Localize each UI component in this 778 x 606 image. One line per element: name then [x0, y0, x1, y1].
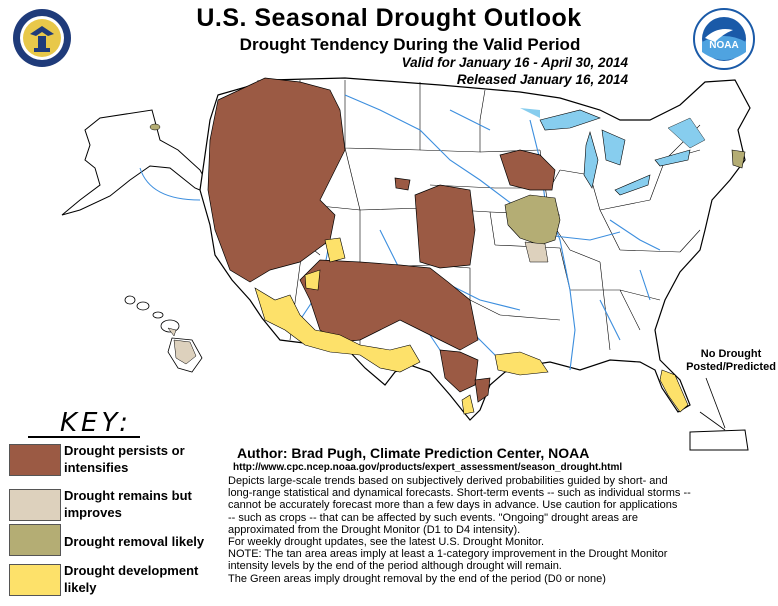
description-line: The Green areas imply drought removal by…	[228, 572, 606, 585]
description-line: cannot be accurately forecast more than …	[228, 499, 678, 512]
description-line: intensity levels by the end of the perio…	[228, 560, 562, 573]
swatch-develop	[9, 564, 61, 596]
key-item-develop: Drought development likely	[0, 562, 235, 606]
alaska-outline	[61, 109, 216, 216]
description-line: -- such as crops -- that can be affected…	[228, 511, 638, 524]
key-label-persist: Drought persists or intensifies	[64, 443, 185, 475]
mn-lakes	[520, 108, 540, 118]
swatch-persist	[9, 444, 61, 476]
valid-period: Valid for January 16 - April 30, 2014	[401, 55, 628, 70]
annotation-line-2: Posted/Predicted	[686, 361, 776, 373]
noaa-logo-icon: NOAA	[693, 8, 755, 70]
key-item-improve: Drought remains but improves	[0, 487, 235, 531]
drought-persist-areas	[207, 77, 556, 403]
description-line: NOTE: The tan area areas imply at least …	[228, 548, 668, 561]
author-line: Author: Brad Pugh, Climate Prediction Ce…	[237, 445, 590, 461]
key-label-develop: Drought development likely	[64, 563, 199, 595]
northeast-water	[667, 117, 706, 149]
key-title: KEY:	[60, 408, 132, 438]
drought-improve-area	[524, 241, 549, 263]
noaa-logo-text: NOAA	[709, 40, 738, 51]
release-date: Released January 16, 2014	[456, 72, 628, 87]
hawaii-improve-area	[173, 339, 197, 365]
description-line: For weekly drought updates, see the late…	[228, 536, 545, 549]
alaska-removal-area	[149, 123, 161, 131]
description-line: approximated from the Drought Monitor (D…	[228, 523, 521, 536]
puerto-rico-outline	[689, 429, 749, 451]
key-item-removal: Drought removal likely	[0, 524, 235, 572]
key-item-persist: Drought persists or intensifies	[0, 442, 235, 486]
swatch-improve	[9, 489, 61, 521]
map-subtitle: Drought Tendency During the Valid Period	[239, 35, 581, 54]
description-text: Depicts large-scale trends based on subj…	[228, 475, 768, 585]
annotation-line-1: No Drought	[700, 348, 762, 360]
source-url[interactable]: http://www.cpc.ncep.noaa.gov/products/ex…	[233, 462, 623, 473]
key-underline	[28, 436, 140, 438]
department-of-commerce-seal-icon	[13, 9, 71, 67]
map-title: U.S. Seasonal Drought Outlook	[196, 4, 582, 32]
drought-develop-areas	[254, 237, 689, 415]
swatch-removal	[9, 524, 61, 556]
great-lakes	[539, 109, 691, 196]
key-label-removal: Drought removal likely	[64, 534, 205, 549]
description-line: long-range statistical and dynamical for…	[228, 487, 691, 500]
no-drought-annotation: No Drought Posted/Predicted	[685, 348, 777, 374]
description-line: Depicts large-scale trends based on subj…	[228, 475, 668, 487]
drought-removal-areas	[504, 149, 746, 246]
key-label-improve: Drought remains but improves	[64, 488, 192, 520]
